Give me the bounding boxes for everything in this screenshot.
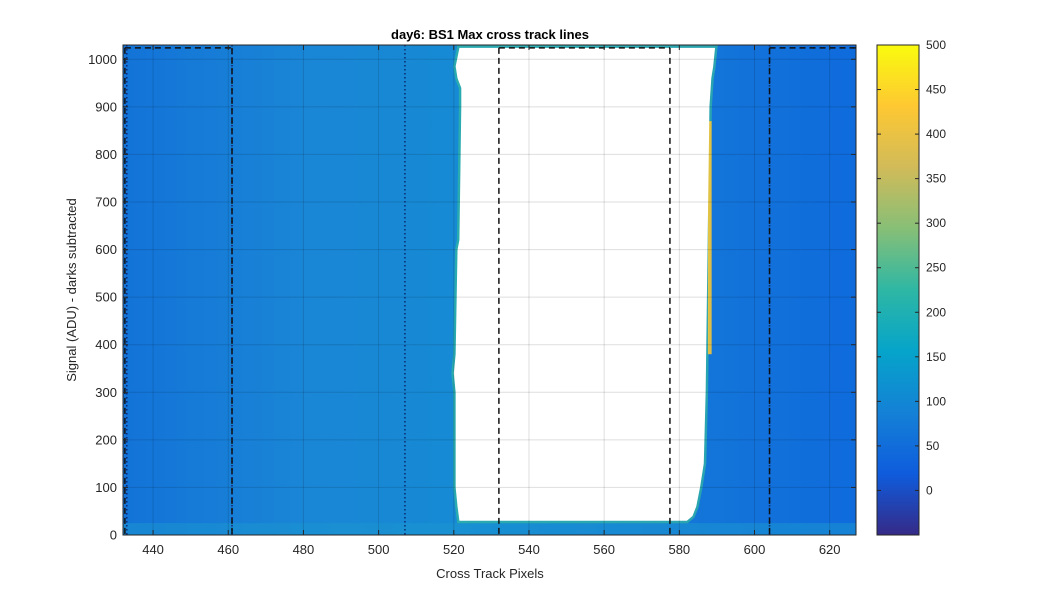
- x-tick-label: 580: [668, 542, 690, 557]
- colorbar-tick-label: 500: [926, 38, 946, 52]
- x-axis-label: Cross Track Pixels: [436, 566, 544, 581]
- colorbar-tick-label: 100: [926, 394, 946, 408]
- grid: [123, 45, 856, 535]
- colorbar: 0 50 100 150 200 250 300 350 400 450 500: [876, 38, 946, 536]
- colorbar-gradient: [876, 44, 920, 536]
- heatmap-image: [123, 45, 856, 535]
- x-tick-label: 440: [142, 542, 164, 557]
- saturated-region: [453, 47, 716, 521]
- heatmap-bottom-row: [123, 523, 856, 535]
- x-tick-label: 560: [593, 542, 615, 557]
- x-tick-label: 460: [217, 542, 239, 557]
- y-tick-label: 1000: [88, 52, 117, 67]
- colorbar-tick-label: 350: [926, 172, 946, 186]
- plot-area: [123, 45, 856, 535]
- y-axis-label: Signal (ADU) - darks subtracted: [64, 198, 79, 382]
- colorbar-tick-label: 0: [926, 483, 933, 497]
- x-tick-label: 520: [443, 542, 465, 557]
- saturation-edge-highlight: [707, 121, 712, 355]
- x-tick-label: 540: [518, 542, 540, 557]
- y-tick-label: 200: [95, 432, 117, 447]
- y-tick-label: 400: [95, 337, 117, 352]
- x-tick-label: 480: [293, 542, 315, 557]
- x-tick-label: 600: [744, 542, 766, 557]
- colorbar-tick-label: 200: [926, 305, 946, 319]
- colorbar-tick-label: 50: [926, 439, 940, 453]
- colorbar-tick-label: 250: [926, 261, 946, 275]
- colorbar-tick-label: 450: [926, 83, 946, 97]
- y-tick-label: 600: [95, 242, 117, 257]
- y-tick-label: 0: [110, 528, 117, 543]
- colorbar-tick-label: 300: [926, 216, 946, 230]
- y-tick-label: 100: [95, 480, 117, 495]
- colorbar-tick-label: 150: [926, 350, 946, 364]
- y-tick-label: 800: [95, 147, 117, 162]
- y-tick-label: 900: [95, 99, 117, 114]
- chart-title: day6: BS1 Max cross track lines: [391, 27, 589, 42]
- x-tick-label: 500: [368, 542, 390, 557]
- x-tick-label: 620: [819, 542, 841, 557]
- y-tick-label: 700: [95, 194, 117, 209]
- y-tick-label: 500: [95, 290, 117, 305]
- axes: 440 460 480 500 520 540 560 580 600 620 0 100 200 300…: [88, 44, 857, 557]
- y-tick-label: 300: [95, 385, 117, 400]
- axes-frame: [122, 44, 857, 536]
- colorbar-tick-label: 400: [926, 127, 946, 141]
